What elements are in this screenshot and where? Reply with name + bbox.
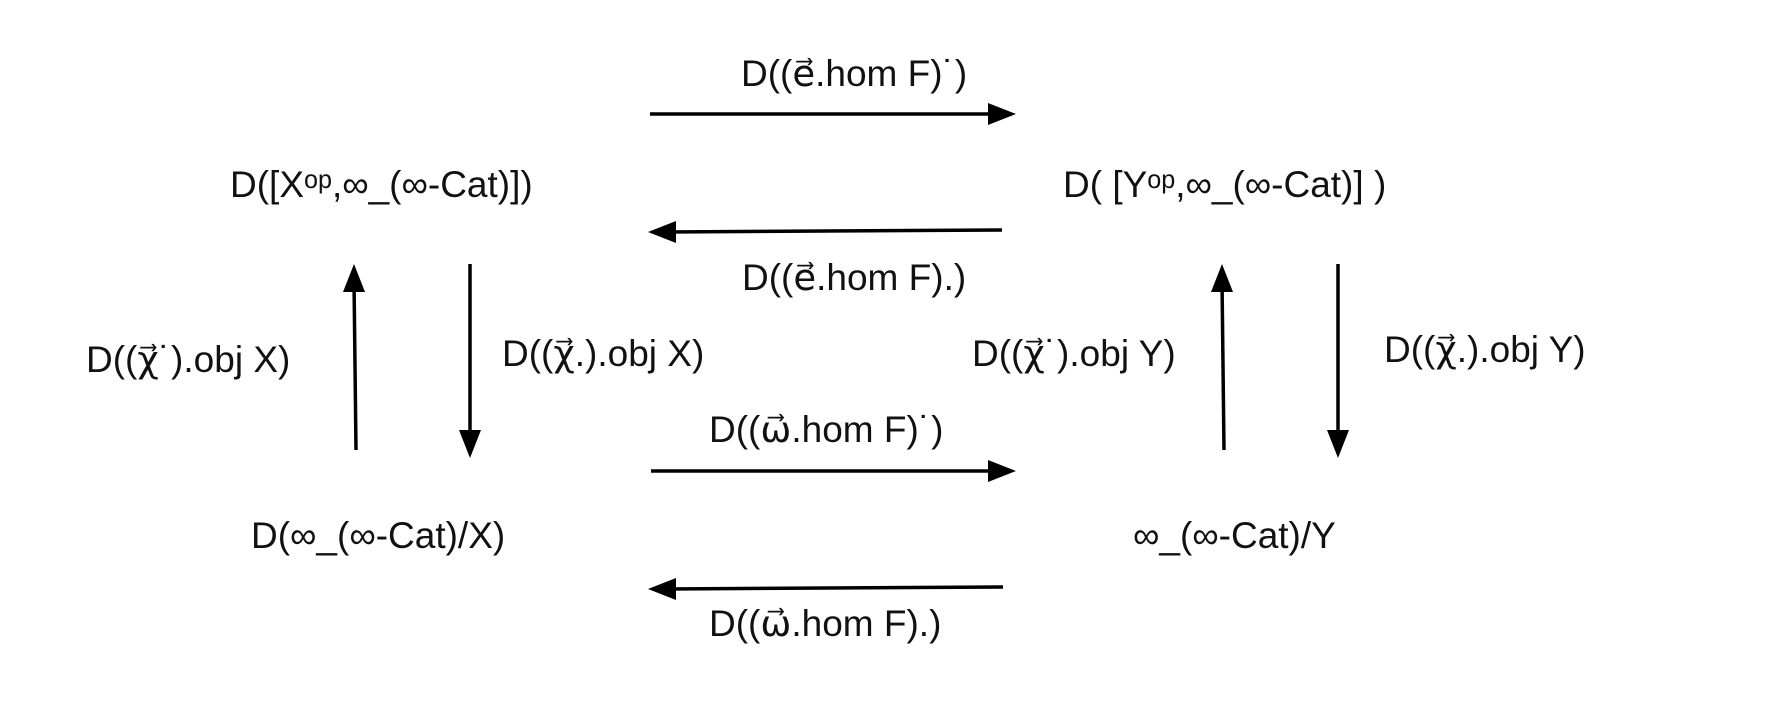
arrow-bottom-forward-head	[988, 460, 1016, 482]
arrow-left-up-head	[343, 264, 365, 292]
label-top-forward: D((e⃗.hom F)˙)	[741, 53, 967, 94]
label-bottom-backward: D((ω⃗.hom F).)	[709, 603, 941, 644]
arrow-top-backward	[664, 228, 1003, 234]
arrow-left-up	[352, 279, 358, 451]
label-top-backward: D((e⃗.hom F).)	[742, 257, 966, 298]
label-left-down: D((χ⃗.).obj X)	[502, 333, 704, 374]
node-top-right: D( [Yᵒᵖ,∞_(∞-Cat)] )	[1063, 164, 1386, 205]
node-bottom-left: D(∞_(∞-Cat)/X)	[251, 515, 505, 556]
node-bottom-right: ∞_(∞-Cat)/Y	[1133, 515, 1336, 556]
arrow-bottom-backward	[664, 585, 1004, 591]
label-bottom-forward: D((ω⃗.hom F)˙)	[709, 409, 943, 450]
arrow-right-up	[1220, 279, 1226, 451]
label-left-up: D((χ⃗˙).obj X)	[86, 339, 290, 380]
arrow-left-down-head	[459, 430, 481, 458]
arrow-top-backward-head	[648, 221, 676, 243]
arrow-right-down-head	[1327, 430, 1349, 458]
label-right-down: D((χ⃗.).obj Y)	[1384, 329, 1586, 370]
arrow-right-up-head	[1211, 264, 1233, 292]
arrow-top-forward-head	[988, 103, 1016, 125]
node-top-left: D([Xᵒᵖ,∞_(∞-Cat)])	[230, 164, 533, 205]
label-right-up: D((χ⃗˙).obj Y)	[972, 333, 1176, 374]
arrow-bottom-backward-head	[648, 578, 676, 600]
